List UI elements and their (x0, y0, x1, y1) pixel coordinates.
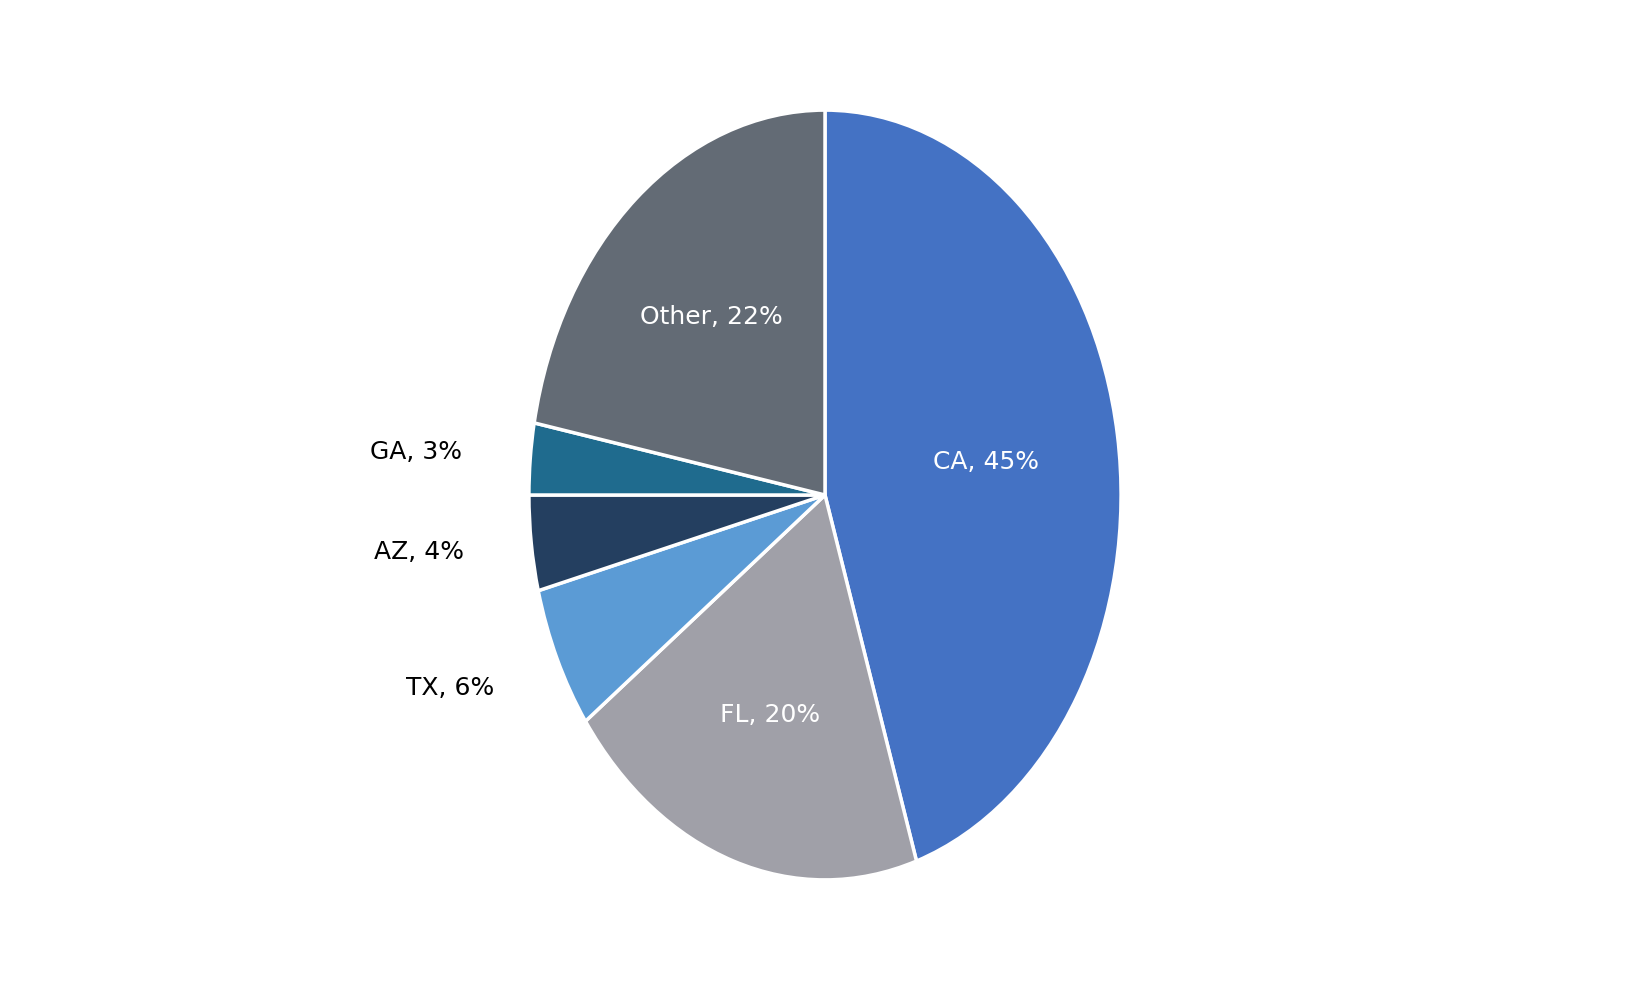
Wedge shape (530, 495, 825, 591)
Text: GA, 3%: GA, 3% (370, 441, 462, 464)
Wedge shape (586, 495, 916, 880)
Wedge shape (535, 110, 825, 495)
Text: FL, 20%: FL, 20% (719, 703, 820, 727)
Text: CA, 45%: CA, 45% (932, 449, 1040, 474)
Text: TX, 6%: TX, 6% (406, 676, 493, 700)
Text: AZ, 4%: AZ, 4% (373, 540, 464, 564)
Wedge shape (825, 110, 1120, 861)
Wedge shape (538, 495, 825, 722)
Wedge shape (530, 423, 825, 495)
Text: Other, 22%: Other, 22% (640, 305, 784, 329)
